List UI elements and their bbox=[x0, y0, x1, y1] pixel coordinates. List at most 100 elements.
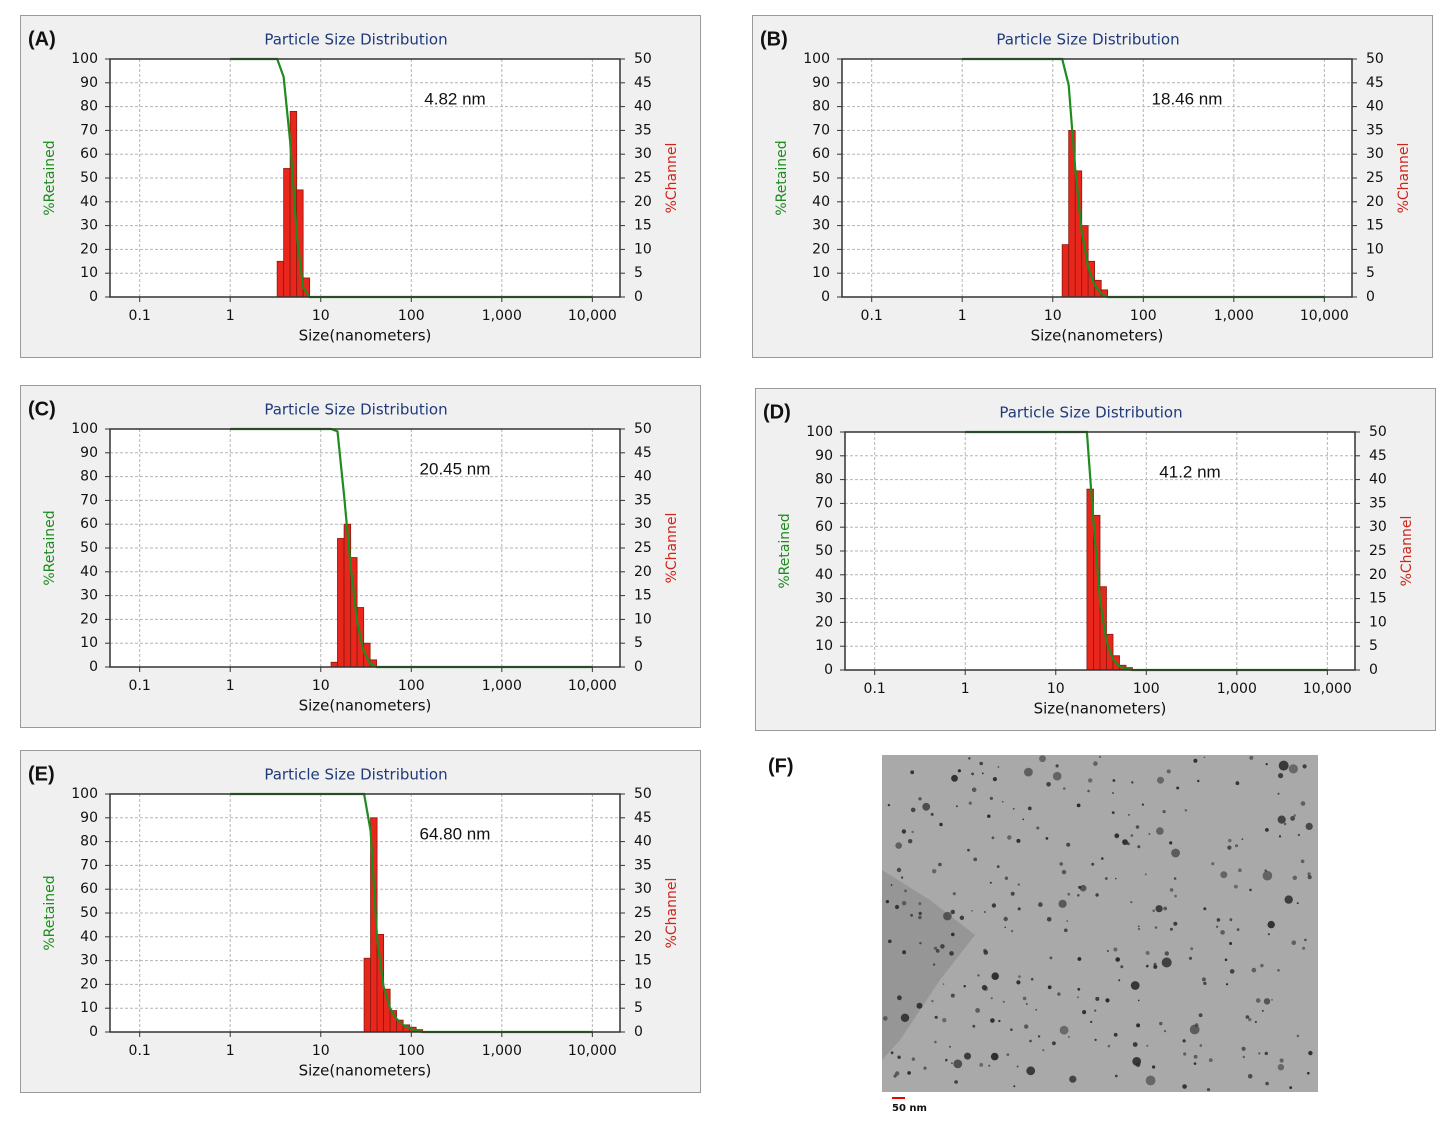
x-tick-label: 10 bbox=[312, 678, 330, 694]
tem-particle bbox=[894, 904, 900, 910]
tem-particle bbox=[1235, 781, 1240, 786]
y-tick-label: 70 bbox=[80, 857, 98, 873]
tem-particle bbox=[1130, 981, 1140, 990]
y2-tick-label: 5 bbox=[634, 1000, 643, 1016]
tem-particle bbox=[1182, 1084, 1187, 1089]
tem-particle bbox=[918, 915, 922, 920]
y-tick-label: 0 bbox=[824, 662, 833, 678]
y2-tick-label: 35 bbox=[1366, 122, 1384, 138]
annotation: 20.45 nm bbox=[420, 459, 491, 478]
tem-particle bbox=[973, 857, 978, 862]
tem-particle bbox=[1046, 782, 1051, 787]
tem-particle bbox=[1017, 907, 1021, 911]
y2-tick-label: 45 bbox=[634, 445, 652, 461]
tem-particle bbox=[939, 822, 943, 827]
tem-particle bbox=[954, 1080, 958, 1084]
y-tick-label: 60 bbox=[815, 519, 833, 535]
tem-particle bbox=[990, 1052, 999, 1061]
y2-tick-label: 40 bbox=[634, 99, 652, 115]
tem-particle bbox=[1128, 814, 1130, 816]
tem-particle bbox=[1203, 756, 1206, 759]
y-tick-label: 70 bbox=[812, 122, 830, 138]
x-axis-label: Size(nanometers) bbox=[1034, 700, 1167, 718]
tem-particle bbox=[1265, 763, 1268, 766]
y2-tick-label: 10 bbox=[634, 976, 652, 992]
y-tick-label: 90 bbox=[80, 75, 98, 91]
tem-particle bbox=[1023, 1024, 1029, 1029]
x-tick-label: 100 bbox=[398, 308, 425, 324]
tem-particle bbox=[1022, 996, 1027, 1001]
tem-particle bbox=[957, 769, 962, 773]
tem-particle bbox=[1006, 1053, 1010, 1056]
tem-particle bbox=[1278, 773, 1284, 779]
tem-particle bbox=[1248, 1017, 1252, 1022]
tem-particle bbox=[1111, 811, 1115, 814]
tem-particle bbox=[934, 1040, 937, 1044]
tem-particle bbox=[911, 830, 914, 834]
y2-axis-label: %Channel bbox=[1399, 516, 1415, 587]
tem-particle bbox=[895, 842, 902, 849]
tem-particle bbox=[940, 944, 945, 949]
y-tick-label: 60 bbox=[80, 516, 98, 532]
tem-particle bbox=[923, 1066, 927, 1070]
chart-panel: 0 10 20 30 40 50 60 70 80 90 100 0 5 10 15 20 25 30 35 40 45… bbox=[20, 385, 701, 728]
tem-particle bbox=[1262, 870, 1273, 881]
x-axis-label: Size(nanometers) bbox=[299, 1062, 432, 1080]
y-axis-label: %Retained bbox=[42, 140, 58, 215]
tem-particle bbox=[935, 949, 940, 953]
tem-particle bbox=[997, 766, 1000, 768]
tem-particle bbox=[1255, 1020, 1257, 1023]
y2-tick-label: 45 bbox=[634, 75, 652, 91]
tem-particle bbox=[890, 884, 893, 886]
panel-label: (C) bbox=[28, 398, 56, 420]
x-tick-label: 100 bbox=[1133, 681, 1160, 697]
y2-tick-label: 30 bbox=[634, 516, 652, 532]
tem-particle bbox=[934, 1015, 938, 1019]
y2-tick-label: 50 bbox=[1366, 51, 1384, 67]
tem-particle bbox=[1171, 848, 1180, 858]
tem-particle bbox=[1067, 892, 1071, 896]
tem-particle bbox=[959, 915, 965, 920]
tem-particle bbox=[1107, 1044, 1111, 1048]
tem-particle bbox=[1137, 925, 1140, 928]
y2-tick-label: 0 bbox=[1369, 662, 1378, 678]
y2-tick-label: 15 bbox=[1369, 591, 1387, 607]
bar bbox=[1061, 244, 1070, 298]
tem-particle bbox=[883, 1016, 888, 1021]
tem-particle bbox=[1152, 909, 1155, 912]
tem-particle bbox=[1153, 962, 1157, 966]
tem-particle bbox=[1189, 1024, 1200, 1035]
bar bbox=[337, 538, 345, 668]
x-tick-label: 10 bbox=[1047, 681, 1065, 697]
tem-particle bbox=[1013, 1085, 1016, 1088]
y2-tick-label: 0 bbox=[634, 1024, 643, 1040]
tem-particle bbox=[1077, 987, 1081, 991]
tem-particle bbox=[1135, 1062, 1141, 1068]
tem-particle bbox=[1198, 1013, 1203, 1018]
bar bbox=[363, 957, 371, 1033]
y2-tick-label: 20 bbox=[634, 929, 652, 945]
tem-particle bbox=[987, 814, 991, 818]
tem-particle bbox=[975, 1008, 980, 1013]
tem-particle bbox=[1291, 940, 1297, 945]
bar bbox=[289, 110, 298, 298]
tem-particle bbox=[1304, 938, 1307, 942]
tem-particle bbox=[971, 772, 974, 776]
y2-tick-label: 15 bbox=[1366, 218, 1384, 234]
tem-particle bbox=[1241, 838, 1244, 841]
tem-particle bbox=[991, 836, 995, 840]
tem-particle bbox=[1012, 807, 1015, 810]
y-tick-label: 0 bbox=[89, 1024, 98, 1040]
x-tick-label: 10,000 bbox=[568, 1043, 617, 1059]
tem-particle bbox=[902, 950, 907, 955]
tem-particle bbox=[1115, 877, 1117, 880]
tem-particle bbox=[1308, 1050, 1313, 1056]
y-tick-label: 20 bbox=[812, 241, 830, 257]
y2-axis-label: %Channel bbox=[1396, 143, 1412, 214]
tem-particle bbox=[1130, 834, 1134, 837]
tem-particle bbox=[1159, 1021, 1163, 1026]
tem-particle bbox=[1112, 779, 1116, 782]
chart-panel: 0 10 20 30 40 50 60 70 80 90 100 0 5 10 15 20 25 30 35 40 45… bbox=[755, 388, 1436, 731]
y2-tick-label: 10 bbox=[1366, 241, 1384, 257]
y2-axis-label: %Channel bbox=[664, 878, 680, 949]
